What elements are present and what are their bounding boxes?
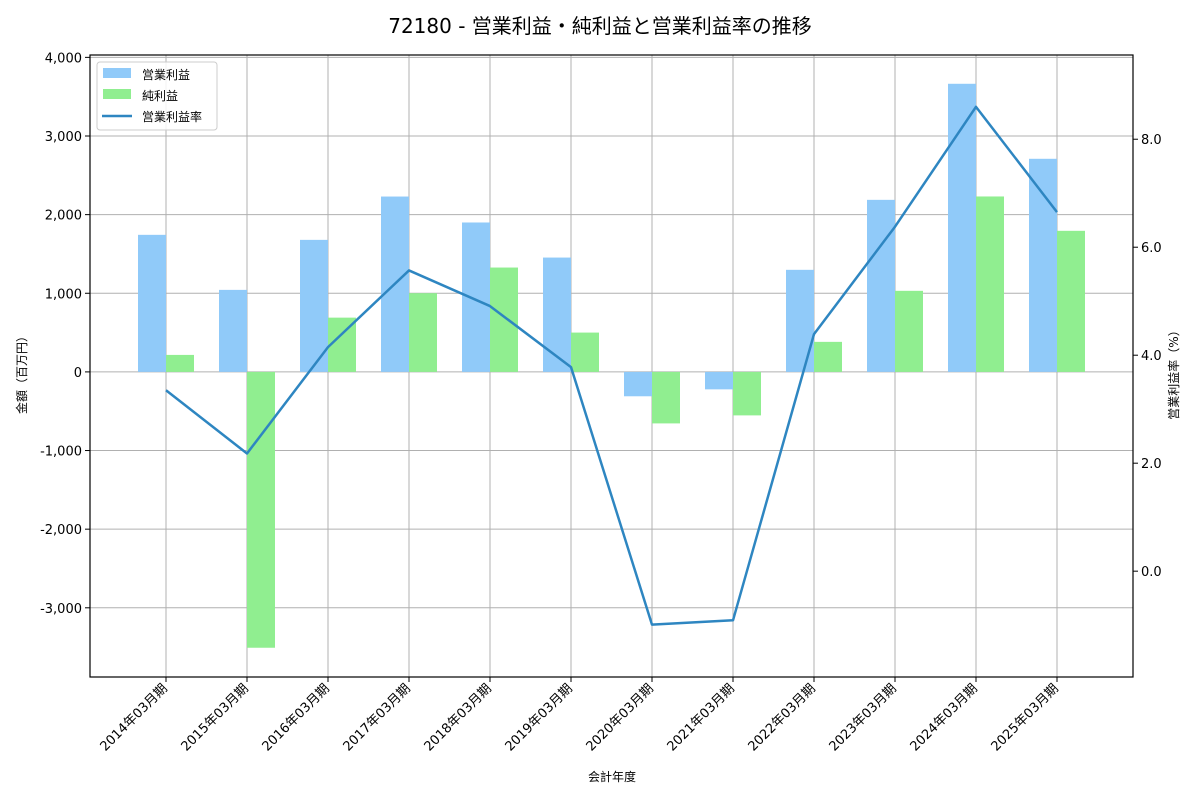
y-tick-label: -3,000 — [40, 602, 82, 617]
legend-label: 営業利益率 — [142, 109, 202, 124]
bar-net-profit — [814, 341, 842, 372]
x-tick-label: 2019年03月期 — [503, 681, 576, 754]
bar-net-profit — [490, 267, 518, 372]
x-tick-label: 2022年03月期 — [746, 681, 819, 754]
bar-operating-profit — [786, 269, 814, 372]
y-tick-label: 0 — [74, 366, 82, 381]
chart-title: 72180 - 営業利益・純利益と営業利益率の推移 — [388, 14, 812, 38]
bar-operating-profit — [948, 83, 976, 372]
bar-net-profit — [166, 354, 194, 372]
bar-net-profit — [733, 371, 761, 416]
bar-net-profit — [895, 290, 923, 372]
x-tick-label: 2014年03月期 — [98, 681, 171, 754]
y-tick-label: 2,000 — [45, 209, 82, 224]
bar-operating-profit — [300, 239, 328, 372]
y-tick-label: -1,000 — [40, 445, 82, 460]
bar-operating-profit — [867, 199, 895, 372]
y-tick-label: 3,000 — [45, 130, 82, 145]
x-tick-label: 2015年03月期 — [179, 681, 252, 754]
bar-operating-profit — [138, 234, 166, 372]
x-tick-label: 2021年03月期 — [665, 681, 738, 754]
bar-net-profit — [976, 196, 1004, 372]
x-tick-label: 2023年03月期 — [827, 681, 900, 754]
bar-operating-profit — [624, 371, 652, 397]
bar-net-profit — [571, 332, 599, 372]
bar-operating-profit — [462, 222, 490, 372]
y2-tick-label: 0.0 — [1141, 565, 1162, 580]
y-tick-label: 1,000 — [45, 287, 82, 302]
legend-swatch-0 — [103, 68, 131, 78]
x-tick-label: 2020年03月期 — [584, 681, 657, 754]
x-tick-label: 2017年03月期 — [341, 681, 414, 754]
y2-tick-label: 6.0 — [1141, 241, 1162, 256]
y2-tick-label: 8.0 — [1141, 133, 1162, 148]
legend-label: 営業利益 — [142, 68, 190, 82]
y-tick-label: -2,000 — [40, 523, 82, 538]
bar-net-profit — [1057, 230, 1085, 372]
x-tick-label: 2018年03月期 — [422, 681, 495, 754]
y2-tick-label: 4.0 — [1141, 349, 1162, 364]
x-tick-label: 2016年03月期 — [260, 681, 333, 754]
bar-operating-profit — [1029, 158, 1057, 372]
bar-operating-profit — [543, 257, 571, 372]
line-operating-margin — [165, 105, 1058, 626]
bar-net-profit — [409, 293, 437, 372]
plot-frame — [89, 54, 1134, 678]
x-tick-label: 2025年03月期 — [989, 681, 1062, 754]
bar-operating-profit — [219, 289, 247, 372]
y2-tick-label: 2.0 — [1141, 457, 1162, 472]
bar-operating-profit — [705, 371, 733, 390]
legend-box — [96, 61, 218, 131]
legend-swatch-1 — [103, 89, 131, 99]
y2-axis-label: 営業利益率（%） — [1166, 324, 1181, 419]
bar-net-profit — [652, 371, 680, 424]
x-tick-label: 2024年03月期 — [908, 681, 981, 754]
y-tick-label: 4,000 — [45, 51, 82, 66]
x-axis-label: 会計年度 — [588, 769, 636, 784]
y-axis-label: 金額（百万円） — [14, 330, 29, 414]
bar-net-profit — [247, 371, 275, 648]
legend-label: 純利益 — [142, 89, 178, 103]
